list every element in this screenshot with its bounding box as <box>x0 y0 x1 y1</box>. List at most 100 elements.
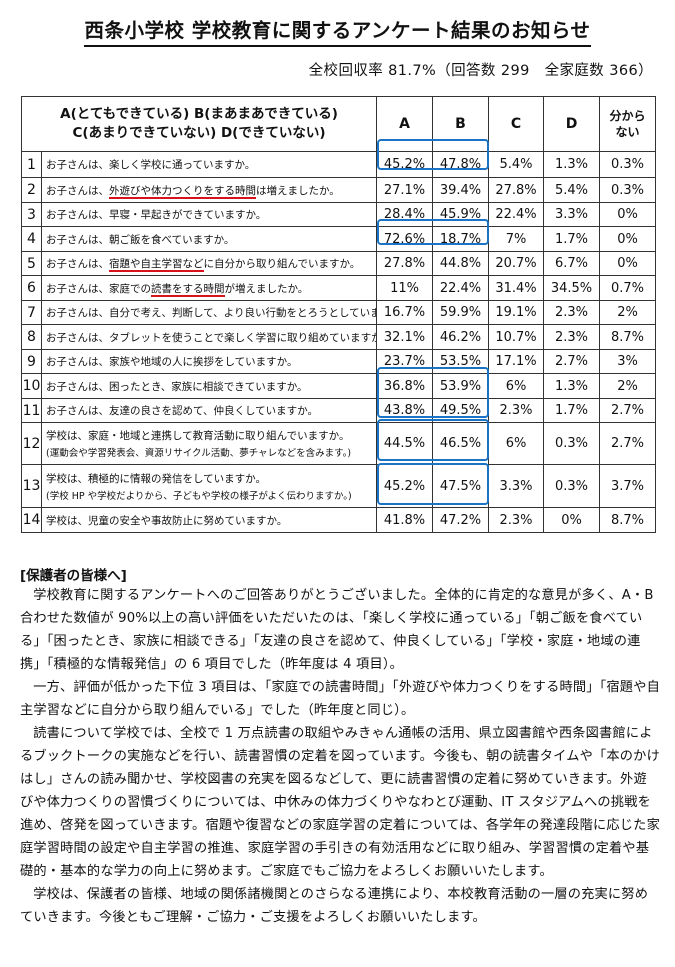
value-c: 7% <box>488 226 545 252</box>
value-d: 1.3% <box>543 151 601 178</box>
question-text-main: お子さんは、友達の良さを認めて、仲良くしていますか。 <box>46 405 318 417</box>
value-d: 0.3% <box>543 464 601 508</box>
value-b: 46.5% <box>432 422 490 465</box>
value-c: 17.1% <box>488 349 545 374</box>
row-number: 5 <box>21 251 42 276</box>
value-a: 72.6% <box>376 226 434 252</box>
row-number: 8 <box>21 324 42 350</box>
value-c: 27.8% <box>488 177 545 203</box>
table-row: 6 お子さんは、家庭での読書をする時間が増えましたか。 11% 22.4% 31.4% 3… <box>21 275 657 301</box>
question-text-post: は増えましたか。 <box>256 184 340 197</box>
value-c: 22.4% <box>488 202 545 227</box>
value-d: 34.5% <box>543 275 601 301</box>
question-text: 学校は、積極的に情報の発信をしていますか。 (学校 HP や学校だよりから、子ども… <box>40 464 378 508</box>
legend-line-2: C(あまりできていない) D(できていない) <box>72 125 326 141</box>
value-a: 36.8% <box>376 373 434 399</box>
question-text-pre: お子さんは、 <box>46 258 109 270</box>
table-row: 2 お子さんは、外遊びや体力つくりをする時間は増えましたか。 27.1% 39.4% 2… <box>21 177 657 203</box>
value-b: 59.9% <box>432 300 490 325</box>
question-text-main: お子さんは、楽しく学校に通っていますか。 <box>46 159 256 171</box>
value-e: 0% <box>599 251 657 276</box>
value-e: 3% <box>599 349 657 374</box>
table-row: 8 お子さんは、タブレットを使うことで楽しく学習に取り組めていますか。 32.1% 4… <box>21 324 657 350</box>
response-rate: 全校回収率 81.7%（回答数 299 全家庭数 366） <box>308 63 653 79</box>
question-text: お子さんは、外遊びや体力つくりをする時間は増えましたか。 <box>40 177 378 203</box>
notice-paragraph: 一方、評価が低かった下位 3 項目は、「家庭での読書時間」「外遊びや体力つくりを… <box>20 680 660 718</box>
value-c: 6% <box>488 422 545 465</box>
question-text: お子さんは、楽しく学校に通っていますか。 <box>40 151 378 178</box>
col-header-unknown: 分から ない <box>599 96 657 152</box>
row-number: 11 <box>21 398 42 423</box>
value-a: 32.1% <box>376 324 434 350</box>
question-text-underlined: 宿題や自主学習など <box>109 258 204 272</box>
value-d: 1.7% <box>543 226 601 252</box>
row-number: 3 <box>21 202 42 227</box>
question-text: お子さんは、宿題や自主学習などに自分から取り組んでいますか。 <box>40 251 378 276</box>
row-number: 1 <box>21 151 42 178</box>
value-b: 49.5% <box>432 398 490 423</box>
value-b: 46.2% <box>432 324 490 350</box>
table-row: 4 お子さんは、朝ご飯を食べていますか。 72.6% 18.7% 7% 1.7% 0% <box>21 226 657 252</box>
value-d: 0% <box>543 507 601 533</box>
row-number: 9 <box>21 349 42 374</box>
value-d: 3.3% <box>543 202 601 227</box>
highlight-box-rows10-11 <box>377 367 489 418</box>
question-text: お子さんは、自分で考え、判断して、より良い行動をとろうとしていますか。 <box>40 300 378 325</box>
survey-table: A(とてもできている) B(まあまあできている) C(あまりできていない) D(… <box>20 96 657 533</box>
question-text: お子さんは、家庭での読書をする時間が増えましたか。 <box>40 275 378 301</box>
value-d: 1.7% <box>543 398 601 423</box>
page-title: 西条小学校 学校教育に関するアンケート結果のお知らせ <box>84 14 591 47</box>
table-row: 11 お子さんは、友達の良さを認めて、仲良くしていますか。 43.8% 49.5% 2.… <box>21 398 657 423</box>
value-d: 2.7% <box>543 349 601 374</box>
question-text-pre: お子さんは、 <box>46 184 109 197</box>
table-row: 7 お子さんは、自分で考え、判断して、より良い行動をとろうとしていますか。 16.7… <box>21 300 657 325</box>
question-text-sub: (運動会や学習発表会、資源リサイクル活動、夢チャレなどを含みます。) <box>46 448 352 459</box>
value-b: 45.9% <box>432 202 490 227</box>
legend-cell: A(とてもできている) B(まあまあできている) C(あまりできていない) D(… <box>20 96 378 152</box>
question-text: お子さんは、友達の良さを認めて、仲良くしていますか。 <box>40 398 378 423</box>
col-header-c: C <box>488 96 545 152</box>
notice-body: 学校教育に関するアンケートへのご回答ありがとうございました。全体的に肯定的な意見… <box>20 584 660 929</box>
question-text-underlined: 外遊びや体力つくりをする時間 <box>109 184 256 199</box>
table-row: 9 お子さんは、家族や地域の人に挨拶をしていますか。 23.7% 53.5% 17.1%… <box>21 349 657 374</box>
value-e: 0% <box>599 226 657 252</box>
question-text: お子さんは、朝ご飯を食べていますか。 <box>40 226 378 252</box>
value-c: 31.4% <box>488 275 545 301</box>
value-d: 0.3% <box>543 422 601 465</box>
value-b: 47.5% <box>432 464 490 508</box>
highlight-box-row13 <box>377 463 489 505</box>
value-a: 16.7% <box>376 300 434 325</box>
question-text-underlined: 読書をする時間 <box>151 282 225 297</box>
value-b: 44.8% <box>432 251 490 276</box>
question-text-sub: (学校 HP や学校だよりから、子どもや学校の様子がよく伝わりますか。) <box>46 490 352 502</box>
value-e: 8.7% <box>599 507 657 533</box>
value-a: 27.8% <box>376 251 434 276</box>
col-header-d: D <box>543 96 601 152</box>
highlight-box-row4 <box>377 219 489 245</box>
value-b: 18.7% <box>432 226 490 252</box>
question-text-main: お子さんは、自分で考え、判断して、より良い行動をとろうとしていますか。 <box>46 307 377 319</box>
question-text: お子さんは、困ったとき、家族に相談できていますか。 <box>40 373 378 399</box>
col-header-a: A <box>376 96 434 152</box>
value-d: 5.4% <box>543 177 601 203</box>
table-row: 12 学校は、家庭・地域と連携して教育活動に取り組んでいますか。 (運動会や学習発表… <box>21 422 657 465</box>
notice-paragraph: 読書について学校では、全校で 1 万点読書の取組やみきゃん通帳の活用、県立図書館… <box>20 726 660 879</box>
question-text-main: お子さんは、困ったとき、家族に相談できていますか。 <box>46 380 308 393</box>
question-text-main: 学校は、積極的に情報の発信をしていますか。 <box>46 472 266 485</box>
page-title-wrap: 西条小学校 学校教育に関するアンケート結果のお知らせ <box>0 14 675 47</box>
table-header-row: A(とてもできている) B(まあまあできている) C(あまりできていない) D(… <box>20 96 657 152</box>
value-e: 2% <box>599 373 657 399</box>
value-a: 11% <box>376 275 434 301</box>
question-text-post: が増えましたか。 <box>224 282 309 295</box>
value-d: 6.7% <box>543 251 601 276</box>
row-number: 6 <box>21 275 42 301</box>
col-header-unknown-2: ない <box>615 125 640 139</box>
value-c: 5.4% <box>488 151 545 178</box>
question-text-main: お子さんは、家族や地域の人に挨拶をしていますか。 <box>46 356 298 368</box>
notice-heading: [保護者の皆様へ] <box>20 568 127 584</box>
value-e: 8.7% <box>599 324 657 350</box>
value-a: 44.5% <box>376 422 434 465</box>
notice-paragraph: 学校教育に関するアンケートへのご回答ありがとうございました。全体的に肯定的な意見… <box>20 588 654 672</box>
value-c: 2.3% <box>488 398 545 423</box>
value-c: 2.3% <box>488 507 545 533</box>
